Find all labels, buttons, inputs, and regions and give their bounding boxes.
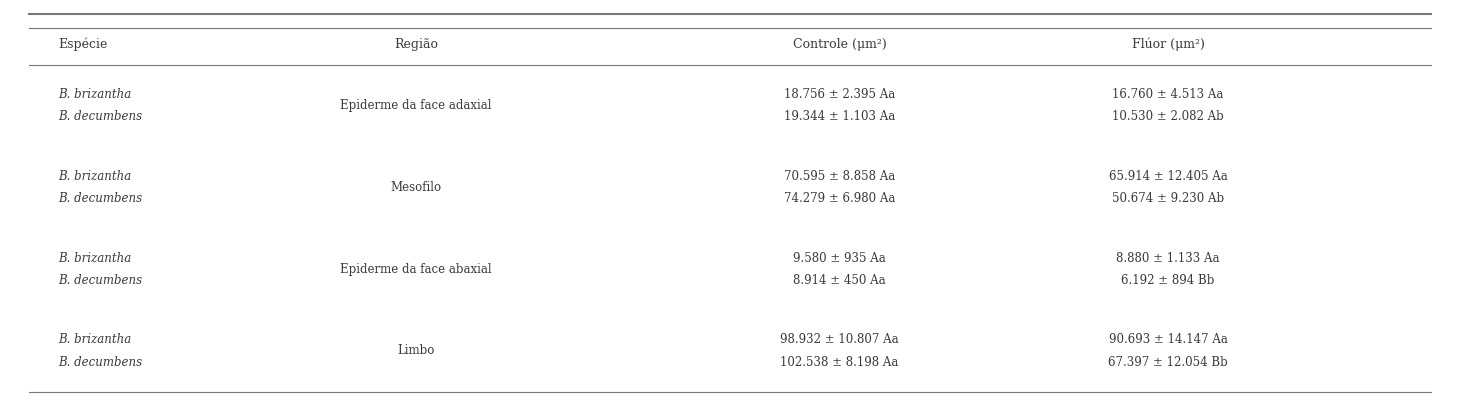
Text: 8.914 ± 450 Aa: 8.914 ± 450 Aa (793, 274, 886, 287)
Text: B. brizantha: B. brizantha (58, 252, 131, 265)
Text: 98.932 ± 10.807 Aa: 98.932 ± 10.807 Aa (780, 333, 899, 346)
Text: B. decumbens: B. decumbens (58, 192, 143, 205)
Text: B. brizantha: B. brizantha (58, 170, 131, 183)
Text: Epiderme da face abaxial: Epiderme da face abaxial (340, 263, 492, 276)
Text: B. decumbens: B. decumbens (58, 110, 143, 123)
Text: 65.914 ± 12.405 Aa: 65.914 ± 12.405 Aa (1108, 170, 1228, 183)
Text: Epiderme da face adaxial: Epiderme da face adaxial (340, 99, 492, 112)
Text: B. brizantha: B. brizantha (58, 88, 131, 101)
Text: 19.344 ± 1.103 Aa: 19.344 ± 1.103 Aa (784, 110, 895, 123)
Text: Mesofilo: Mesofilo (390, 181, 442, 194)
Text: 10.530 ± 2.082 Ab: 10.530 ± 2.082 Ab (1113, 110, 1223, 123)
Text: Flúor (μm²): Flúor (μm²) (1132, 38, 1204, 51)
Text: 102.538 ± 8.198 Aa: 102.538 ± 8.198 Aa (780, 356, 899, 368)
Text: Limbo: Limbo (397, 345, 435, 358)
Text: 18.756 ± 2.395 Aa: 18.756 ± 2.395 Aa (784, 88, 895, 101)
Text: Região: Região (394, 38, 438, 51)
Text: 9.580 ± 935 Aa: 9.580 ± 935 Aa (793, 252, 886, 265)
Text: 16.760 ± 4.513 Aa: 16.760 ± 4.513 Aa (1113, 88, 1223, 101)
Text: B. decumbens: B. decumbens (58, 274, 143, 287)
Text: 74.279 ± 6.980 Aa: 74.279 ± 6.980 Aa (784, 192, 895, 205)
Text: 67.397 ± 12.054 Bb: 67.397 ± 12.054 Bb (1108, 356, 1228, 368)
Text: B. brizantha: B. brizantha (58, 333, 131, 346)
Text: 70.595 ± 8.858 Aa: 70.595 ± 8.858 Aa (784, 170, 895, 183)
Text: 8.880 ± 1.133 Aa: 8.880 ± 1.133 Aa (1117, 252, 1219, 265)
Text: Controle (μm²): Controle (μm²) (793, 38, 886, 51)
Text: 50.674 ± 9.230 Ab: 50.674 ± 9.230 Ab (1113, 192, 1223, 205)
Text: 6.192 ± 894 Bb: 6.192 ± 894 Bb (1121, 274, 1215, 287)
Text: 90.693 ± 14.147 Aa: 90.693 ± 14.147 Aa (1108, 333, 1228, 346)
Text: B. decumbens: B. decumbens (58, 356, 143, 368)
Text: Espécie: Espécie (58, 38, 108, 51)
